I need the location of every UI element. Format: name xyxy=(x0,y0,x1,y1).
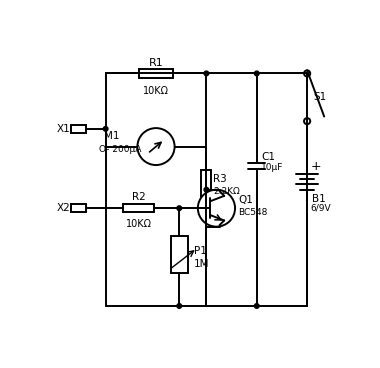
Circle shape xyxy=(204,187,209,192)
Text: S1: S1 xyxy=(314,92,326,102)
Text: R1: R1 xyxy=(149,58,163,68)
Circle shape xyxy=(103,127,108,131)
Text: BC548: BC548 xyxy=(238,208,268,216)
Bar xyxy=(71,204,86,212)
Bar xyxy=(201,170,211,200)
Text: X2: X2 xyxy=(57,203,71,213)
Text: Q1: Q1 xyxy=(238,195,253,205)
Circle shape xyxy=(304,70,310,77)
Text: R3: R3 xyxy=(213,174,227,184)
Text: X1: X1 xyxy=(57,124,71,134)
Text: 10KΩ: 10KΩ xyxy=(143,86,169,96)
Text: +: + xyxy=(310,160,321,173)
Circle shape xyxy=(255,71,259,76)
Circle shape xyxy=(304,118,310,124)
Text: 10KΩ: 10KΩ xyxy=(126,219,152,229)
Text: 1M: 1M xyxy=(194,259,209,269)
Text: O- 200μA: O- 200μA xyxy=(100,145,142,154)
Text: B1: B1 xyxy=(312,194,326,204)
Text: C1: C1 xyxy=(261,152,276,162)
Circle shape xyxy=(177,304,182,308)
Text: 2.2KΩ: 2.2KΩ xyxy=(213,187,240,196)
Circle shape xyxy=(255,304,259,308)
Text: M1: M1 xyxy=(104,131,120,141)
Bar xyxy=(124,204,154,212)
Circle shape xyxy=(204,71,209,76)
Bar xyxy=(139,69,173,78)
Circle shape xyxy=(198,190,235,227)
Bar xyxy=(171,236,188,273)
Text: 6/9V: 6/9V xyxy=(310,204,331,213)
Circle shape xyxy=(177,206,182,210)
Text: R2: R2 xyxy=(132,192,146,202)
Text: 10μF: 10μF xyxy=(261,163,284,172)
Bar xyxy=(71,125,86,133)
Circle shape xyxy=(138,128,174,165)
Text: P1: P1 xyxy=(194,246,207,256)
